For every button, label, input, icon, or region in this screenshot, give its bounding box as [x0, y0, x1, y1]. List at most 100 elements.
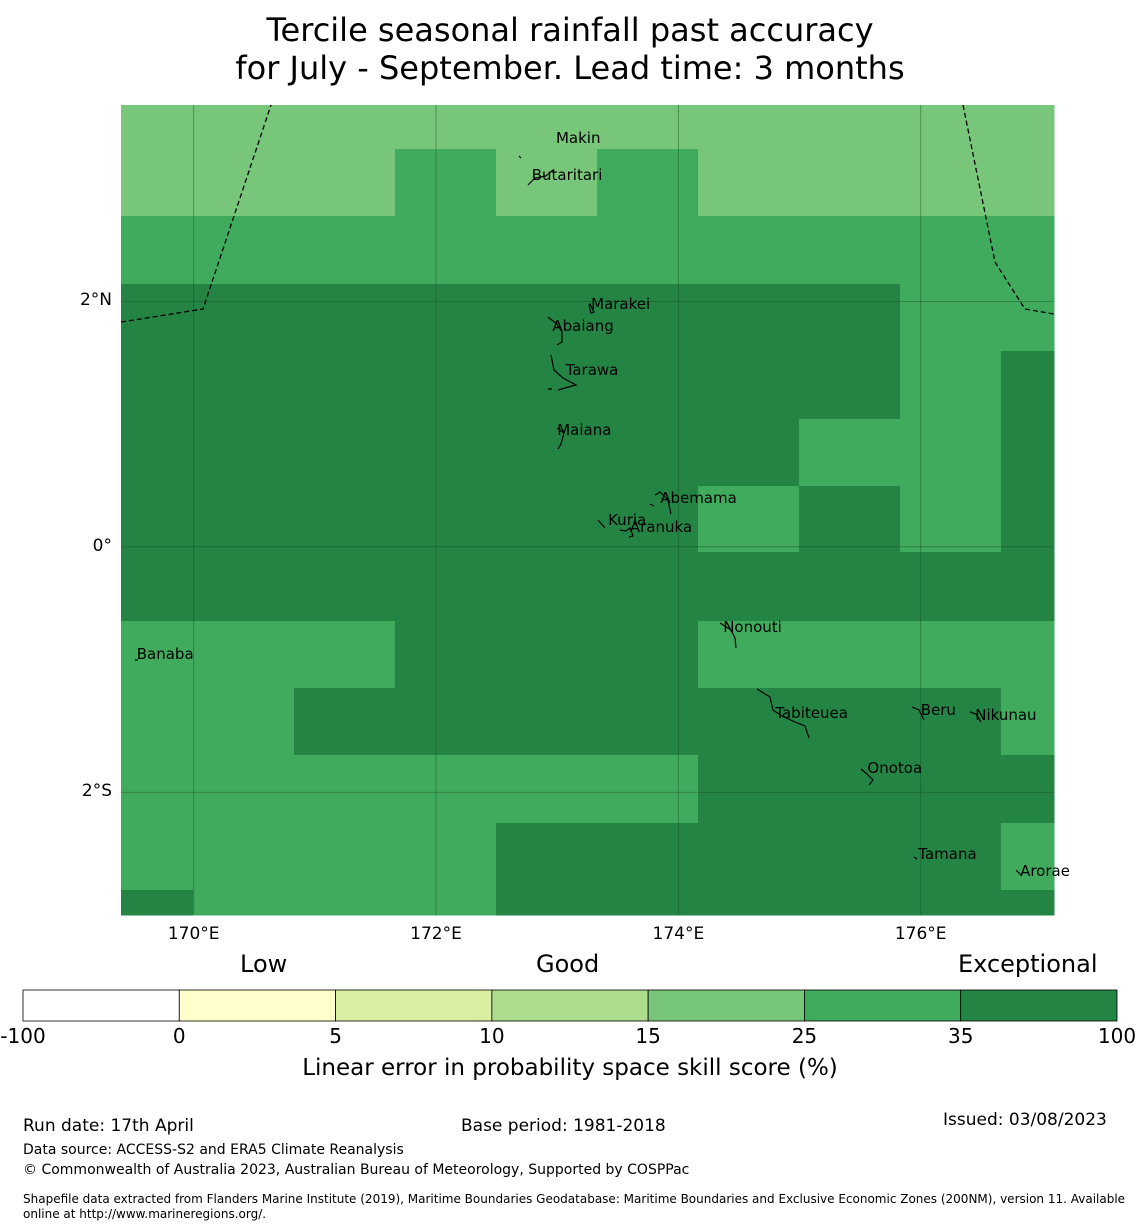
skill-cell: [799, 105, 901, 150]
skill-cell: [1001, 284, 1055, 352]
colorbar-tick-label: 10: [479, 1024, 505, 1048]
skill-cell: [698, 552, 800, 622]
skill-cell: [799, 284, 901, 352]
x-tick-label: 172°E: [410, 924, 462, 944]
skill-cell: [900, 105, 1002, 150]
skill-cell: [121, 688, 194, 756]
eez-boundary-east: [962, 104, 1055, 315]
island-label-marakei: Marakei: [591, 294, 651, 313]
skill-cell: [496, 823, 598, 891]
skill-cell: [395, 688, 497, 756]
skill-cell: [496, 149, 598, 217]
colorbar-label: Linear error in probability space skill …: [302, 1055, 838, 1081]
skill-cell: [395, 890, 497, 916]
colorbar-bin: [647, 989, 805, 1022]
island-outline-onotoa: [860, 768, 874, 786]
colorbar-tick-label: 35: [947, 1024, 974, 1048]
colorbar-tick-label: 100: [1097, 1024, 1137, 1048]
skill-cell: [900, 688, 1002, 756]
skill-cell: [1001, 688, 1055, 756]
skill-cell: [597, 486, 699, 553]
skill-cell: [799, 890, 901, 916]
skill-cell: [121, 755, 194, 824]
island-outline-tamana: [913, 856, 918, 860]
skill-cell: [395, 105, 497, 150]
map-title-line2: for July - September. Lead time: 3 month…: [235, 49, 905, 87]
skill-cell: [294, 755, 396, 824]
map-gridlines: [121, 105, 1054, 915]
skill-cell: [597, 284, 699, 352]
skill-cell: [294, 216, 396, 285]
island-label-nonouti: Nonouti: [723, 617, 782, 636]
category-good: Good: [536, 950, 600, 978]
skill-cell: [496, 284, 598, 352]
skill-cell: [698, 688, 800, 756]
skill-cell: [121, 823, 194, 891]
x-tick-label: 176°E: [894, 924, 947, 944]
colorbar-tick-label: 25: [791, 1024, 818, 1048]
skill-cell: [799, 419, 901, 487]
island-outlines: [135, 155, 1023, 877]
skill-cell: [900, 284, 1002, 352]
skill-cell: [121, 621, 194, 689]
skill-cell: [1001, 419, 1055, 487]
skill-cell: [395, 149, 497, 217]
issued-date: Issued: 03/08/2023: [943, 1110, 1107, 1130]
skill-cell: [698, 216, 800, 285]
skill-cell: [496, 755, 598, 824]
skill-cell: [799, 755, 901, 824]
x-tick-label: 170°E: [167, 924, 220, 944]
skill-cell: [1001, 755, 1055, 824]
island-label-arorae: Arorae: [1020, 861, 1070, 880]
skill-cell: [294, 351, 396, 420]
skill-cell: [597, 105, 699, 150]
skill-cell: [698, 823, 800, 891]
skill-cell: [395, 419, 497, 487]
skill-cell: [900, 755, 1002, 824]
skill-cell: [597, 419, 699, 487]
colorbar-bin: [22, 989, 180, 1022]
skill-cell: [597, 621, 699, 689]
skill-cell: [1001, 216, 1055, 285]
skill-cell: [799, 688, 901, 756]
skill-cell: [193, 149, 295, 217]
colorbar-tick-label: 15: [635, 1024, 661, 1048]
island-outline-kuria: [597, 519, 606, 529]
skill-cell: [799, 621, 901, 689]
skill-cell: [395, 351, 497, 420]
island-outline-butaritari: [527, 169, 554, 186]
skill-cell: [597, 216, 699, 285]
island-outline-abemama-islet: [649, 503, 655, 507]
skill-cell: [698, 890, 800, 916]
skill-cell: [698, 105, 800, 150]
island-outline-abaiang: [547, 316, 563, 346]
skill-cell: [597, 149, 699, 217]
skill-cell: [1001, 552, 1055, 622]
island-label-maiana: Maiana: [557, 421, 612, 440]
colorbar-bin: [804, 989, 962, 1022]
skill-cell: [1001, 149, 1055, 217]
skill-cell: [496, 486, 598, 553]
skill-cell: [121, 105, 194, 150]
skill-cell: [395, 284, 497, 352]
skill-cell: [799, 216, 901, 285]
island-label-kuria: Kuria: [608, 510, 647, 529]
skill-cell: [395, 755, 497, 824]
island-outline-nikunau: [969, 711, 982, 723]
skill-cell: [698, 149, 800, 217]
skill-cell: [193, 688, 295, 756]
skill-cell: [597, 351, 699, 420]
map-title-line1: Tercile seasonal rainfall past accuracy: [266, 11, 874, 49]
x-tick-label: 174°E: [652, 924, 705, 944]
island-label-aranuka: Aranuka: [629, 518, 693, 537]
colorbar-bin: [178, 989, 336, 1022]
skill-cell: [121, 149, 194, 217]
skill-cell: [395, 823, 497, 891]
skill-cell: [496, 419, 598, 487]
category-exceptional: Exceptional: [958, 950, 1098, 978]
skill-cell: [900, 552, 1002, 622]
skill-cell: [193, 105, 295, 150]
skill-cell: [1001, 823, 1055, 891]
skill-cell: [900, 149, 1002, 217]
skill-cell: [294, 419, 396, 487]
